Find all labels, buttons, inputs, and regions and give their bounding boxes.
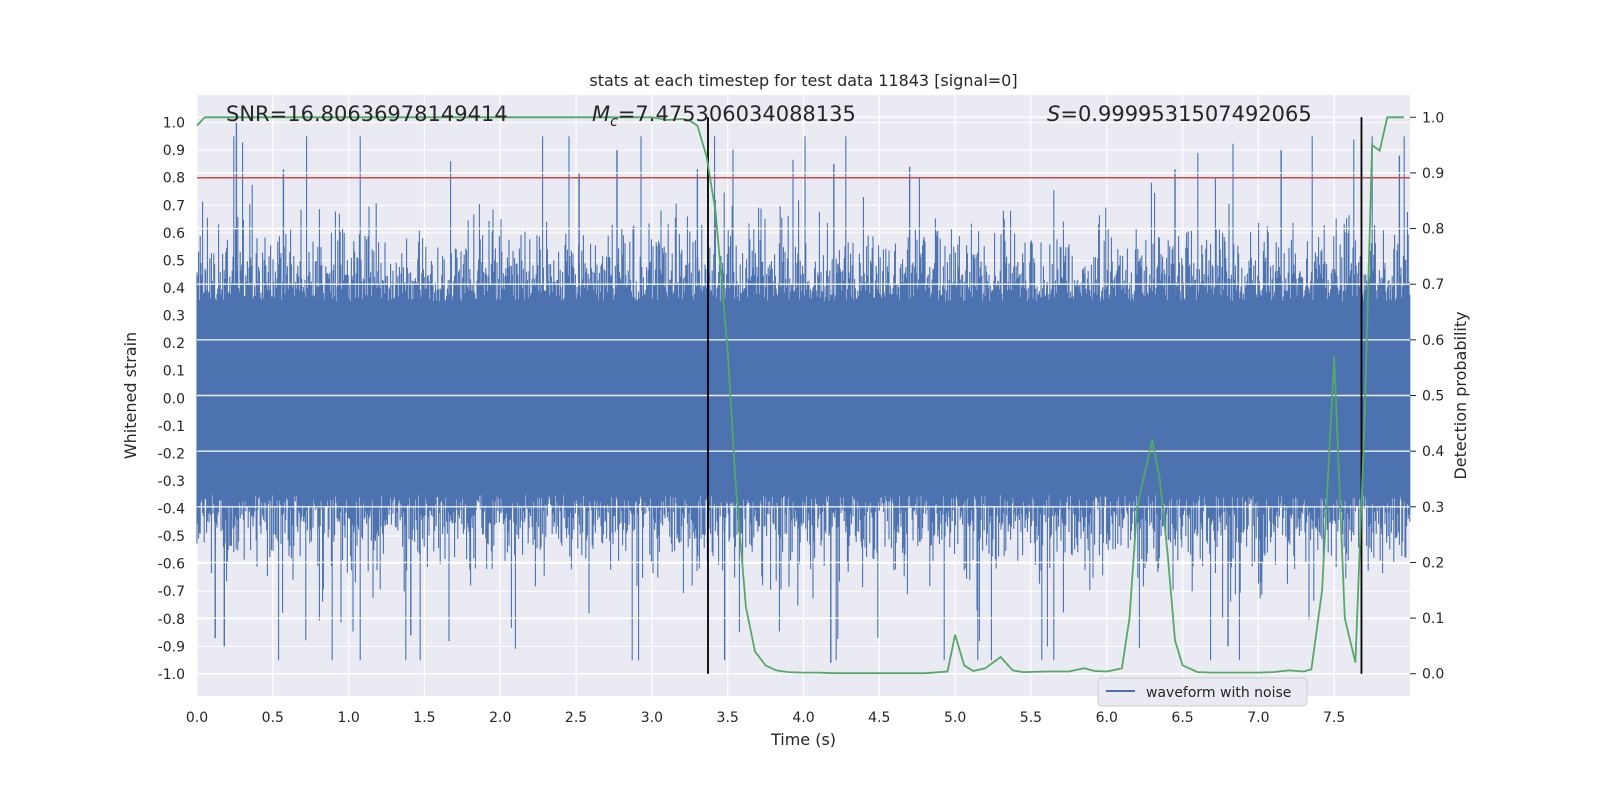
y-tick-label-left: -0.3 — [158, 474, 185, 490]
y-tick-label-left: 0.0 — [163, 391, 185, 407]
mc-value: =7.475306034088135 — [618, 102, 856, 126]
y-tick-label-left: -0.4 — [158, 502, 185, 518]
y-tick-label-right: 0.2 — [1422, 555, 1444, 571]
y-axis-label-right: Detection probability — [1451, 311, 1470, 479]
y-tick-label-left: -1.0 — [158, 667, 185, 683]
legend: waveform with noise — [1097, 677, 1308, 707]
x-tick-label: 2.5 — [565, 710, 587, 726]
x-tick-label: 6.0 — [1096, 710, 1118, 726]
x-tick-label: 6.5 — [1171, 710, 1193, 726]
y-tick-label-right: 0.3 — [1422, 500, 1444, 516]
y-tick-label-left: 0.3 — [163, 309, 185, 325]
x-tick-label: 4.5 — [868, 710, 890, 726]
y-tick-label-left: 0.6 — [163, 226, 185, 242]
y-tick-label-right: 0.6 — [1422, 333, 1444, 349]
s-value: =0.9999531507492065 — [1060, 102, 1311, 126]
mc-subscript: c — [610, 114, 618, 130]
y-tick-label-right: 0.5 — [1422, 389, 1444, 405]
y-tick-label-left: -0.5 — [158, 529, 185, 545]
x-tick-label: 7.5 — [1323, 710, 1345, 726]
y-tick-label-right: 0.4 — [1422, 444, 1444, 460]
y-tick-label-right: 0.8 — [1422, 222, 1444, 238]
y-tick-label-right: 0.1 — [1422, 611, 1444, 627]
legend-label: waveform with noise — [1146, 685, 1291, 701]
detection-probability-line — [196, 116, 1404, 675]
y-tick-label-right: 1.0 — [1422, 110, 1444, 126]
y-tick-label-left: -0.6 — [158, 557, 185, 573]
x-tick-label: 1.5 — [413, 710, 435, 726]
x-tick-label: 0.5 — [262, 710, 284, 726]
y-tick-label-left: 0.8 — [163, 171, 185, 187]
mc-annotation: Mc=7.475306034088135 — [592, 102, 856, 130]
y-tick-label-left: 0.5 — [163, 253, 185, 269]
s-symbol: S — [1047, 102, 1060, 126]
x-tick-label: 7.0 — [1247, 710, 1269, 726]
chart-title: stats at each timestep for test data 118… — [589, 71, 1017, 90]
y-axis-label-left: Whitened strain — [121, 332, 140, 459]
snr-annotation: SNR=16.80636978149414 — [226, 102, 508, 126]
y-tick-label-left: -0.2 — [158, 446, 185, 462]
y-tick-label-right: 0.9 — [1422, 166, 1444, 182]
plot-area — [196, 95, 1411, 696]
s-annotation: S=0.9999531507492065 — [1047, 102, 1312, 126]
legend-box — [1097, 677, 1308, 707]
x-tick-label: 3.5 — [717, 710, 739, 726]
x-tick-label: 0.0 — [186, 710, 208, 726]
x-tick-label: 5.0 — [944, 710, 966, 726]
x-tick-label: 5.5 — [1020, 710, 1042, 726]
y-tick-label-left: 0.9 — [163, 143, 185, 159]
y-tick-label-left: -0.8 — [158, 612, 185, 628]
x-tick-label: 1.0 — [337, 710, 359, 726]
y-tick-label-right: 0.0 — [1422, 667, 1444, 683]
y-tick-label-left: -0.9 — [158, 639, 185, 655]
y-tick-label-left: 0.2 — [163, 336, 185, 352]
x-tick-label: 4.0 — [792, 710, 814, 726]
y-tick-label-left: 0.7 — [163, 198, 185, 214]
y-tick-label-left: 0.4 — [163, 281, 185, 297]
x-tick-label: 2.0 — [489, 710, 511, 726]
y-tick-label-right: 0.7 — [1422, 277, 1444, 293]
x-axis-label: Time (s) — [770, 730, 836, 749]
x-tick-label: 3.0 — [641, 710, 663, 726]
y-tick-label-left: 1.0 — [163, 116, 185, 132]
annotations: SNR=16.80636978149414 Mc=7.4753060340881… — [226, 102, 1312, 130]
mc-symbol: M — [592, 102, 610, 126]
y-tick-label-left: 0.1 — [163, 364, 185, 380]
y-tick-label-left: -0.7 — [158, 584, 185, 600]
y-tick-label-left: -0.1 — [158, 419, 185, 435]
